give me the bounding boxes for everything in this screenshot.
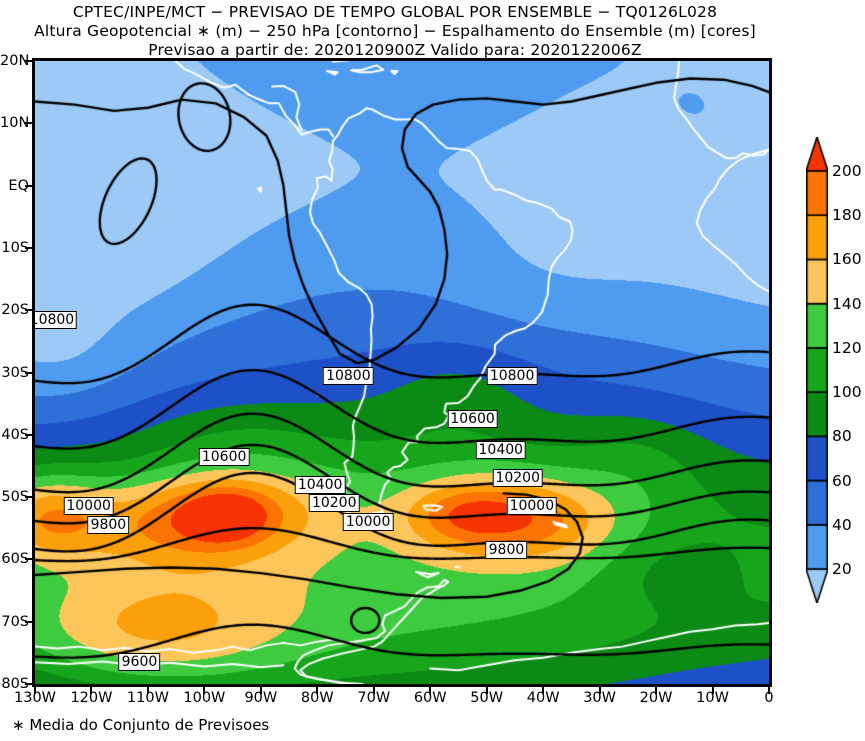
latitude-tick-mark — [25, 184, 32, 187]
colorbar-tick-label: 100 — [832, 383, 862, 402]
contour-label: 9800 — [485, 541, 528, 560]
longitude-tick-mark — [768, 687, 770, 694]
colorbar-tick-label: 80 — [832, 427, 852, 446]
latitude-tick-mark — [25, 122, 32, 125]
latitude-tick-label: 10N — [0, 115, 30, 132]
contour-label: 10400 — [475, 441, 527, 460]
latitude-tick-mark — [25, 620, 32, 623]
longitude-tick-mark — [485, 687, 488, 694]
colorbar-tick-label: 200 — [832, 162, 862, 180]
latitude-tick-label: 80S — [1, 676, 29, 692]
contour-label: 10200 — [492, 469, 544, 488]
title-block: CPTEC/INPE/MCT − PREVISAO DE TEMPO GLOBA… — [0, 0, 790, 60]
colorbar-tick-label: 160 — [832, 250, 862, 269]
chart-title-line-3: Previsao a partir de: 2020120900Z Valido… — [148, 41, 642, 59]
longitude-tick-label: 20W — [639, 690, 673, 706]
longitude-tick-mark — [598, 687, 601, 694]
latitude-tick-label: 60S — [1, 551, 29, 568]
contour-label: 10800 — [323, 366, 374, 385]
contour-label: 10200 — [308, 494, 360, 513]
contour-label: 10400 — [294, 475, 346, 494]
chart-title-line-1: CPTEC/INPE/MCT − PREVISAO DE TEMPO GLOBA… — [72, 3, 718, 21]
latitude-tick-mark — [25, 309, 32, 312]
longitude-tick-label: 100W — [183, 690, 226, 706]
latitude-tick-label: 20S — [1, 302, 29, 319]
latitude-tick-mark — [25, 371, 32, 374]
longitude-tick-mark — [655, 687, 658, 694]
map-plot-area: 10800 10800 10800 10600 10600 10400 10400 10200… — [32, 58, 772, 687]
longitude-tick-mark — [542, 687, 545, 694]
longitude-tick-label: 50W — [470, 690, 504, 706]
colorbar-tick-label: 40 — [832, 515, 852, 534]
longitude-tick-label: 10W — [696, 690, 729, 706]
colorbar-tick-label: 120 — [832, 338, 862, 357]
longitude-tick-mark — [90, 687, 93, 694]
longitude-tick-label: 120W — [70, 690, 113, 706]
longitude-tick-mark — [34, 687, 36, 694]
contour-label: 10000 — [63, 497, 114, 516]
latitude-tick-mark — [25, 683, 32, 685]
longitude-tick-label: 40W — [526, 690, 560, 706]
longitude-tick-mark — [711, 687, 714, 694]
colorbar — [806, 137, 828, 603]
colorbar-tick-label: 20 — [832, 560, 852, 578]
longitude-tick-label: 70W — [357, 690, 391, 706]
map-canvas — [35, 61, 769, 684]
latitude-tick-mark — [25, 433, 32, 436]
contour-label: 10600 — [447, 410, 498, 429]
latitude-tick-mark — [25, 558, 32, 561]
footnote: ∗ Media do Conjunto de Previsoes — [12, 716, 270, 734]
contour-label: 10000 — [506, 497, 558, 516]
latitude-tick-mark — [25, 60, 32, 62]
latitude-tick-label: 10S — [1, 239, 29, 256]
latitude-tick-label: 50S — [1, 489, 29, 506]
longitude-tick-mark — [203, 687, 206, 694]
longitude-tick-mark — [316, 687, 319, 694]
longitude-tick-label: 30W — [583, 690, 617, 706]
contour-label: 10000 — [342, 513, 394, 532]
latitude-tick-label: 20N — [0, 53, 30, 69]
colorbar-tick-label: 140 — [832, 294, 862, 313]
longitude-tick-label: 110W — [126, 690, 169, 706]
longitude-tick-mark — [372, 687, 375, 694]
contour-label: 10800 — [35, 310, 78, 329]
colorbar-tick-label: 180 — [832, 206, 862, 225]
latitude-tick-label: 30S — [1, 364, 29, 381]
contour-label: 10600 — [198, 447, 250, 466]
longitude-tick-mark — [259, 687, 262, 694]
contour-label: 9800 — [87, 516, 130, 535]
longitude-tick-label: 0 — [764, 690, 774, 706]
contour-label: 10800 — [486, 366, 538, 385]
longitude-tick-mark — [429, 687, 432, 694]
chart-title-line-2: Altura Geopotencial ∗ (m) − 250 hPa [con… — [34, 22, 756, 40]
contour-label: 9600 — [118, 653, 161, 672]
latitude-tick-label: 70S — [1, 613, 29, 630]
latitude-tick-label: EQ — [8, 177, 29, 194]
colorbar-tick-label: 60 — [832, 471, 852, 490]
longitude-tick-label: 80W — [300, 690, 334, 706]
longitude-tick-label: 60W — [413, 690, 447, 706]
latitude-tick-mark — [25, 246, 32, 249]
longitude-tick-mark — [146, 687, 149, 694]
longitude-tick-label: 90W — [244, 690, 278, 706]
longitude-tick-label: 130W — [13, 690, 57, 706]
latitude-tick-label: 40S — [1, 426, 29, 443]
latitude-tick-mark — [25, 496, 32, 499]
